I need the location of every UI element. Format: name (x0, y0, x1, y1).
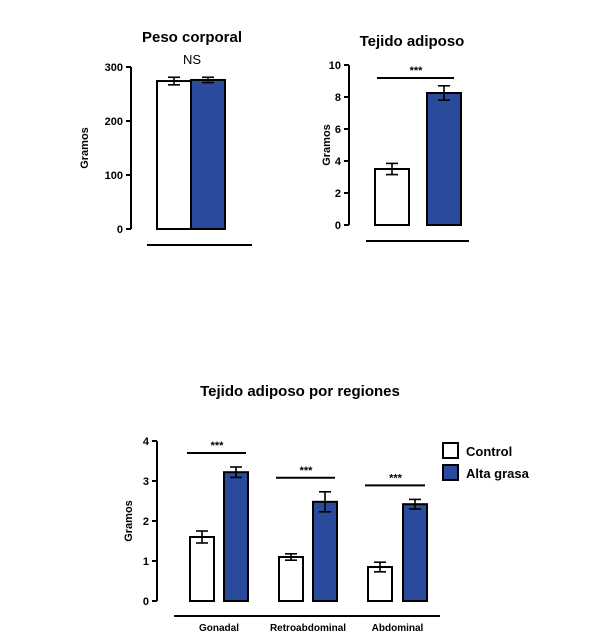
y-tick-label: 2 (143, 516, 149, 528)
y-tick-label: 300 (105, 62, 123, 74)
chart-title: Tejido adiposo por regiones (200, 383, 400, 400)
significance-label: *** (410, 65, 424, 77)
y-tick-label: 1 (143, 556, 149, 568)
y-axis-label: Gramos (123, 500, 135, 542)
bar-high-fat (402, 503, 428, 603)
significance-label: *** (300, 465, 314, 477)
bar-high-fat (223, 471, 249, 603)
significance-label: NS (183, 52, 201, 67)
legend-swatch (442, 464, 459, 481)
legend-label: Alta grasa (466, 466, 530, 481)
legend-swatch (442, 442, 459, 459)
x-category-label: Retroabdominal (270, 623, 346, 634)
y-tick-label: 8 (335, 92, 341, 104)
y-tick-label: 2 (335, 188, 341, 200)
chart-1: Peso corporal Gramos 0 100 200 300 NS (79, 29, 252, 246)
y-tick-label: 100 (105, 170, 123, 182)
y-axis-label: Gramos (321, 124, 333, 166)
y-tick-label: 4 (143, 436, 150, 448)
bar-control (374, 168, 410, 226)
x-category-label: Abdominal (372, 623, 424, 634)
chart-title: Tejido adiposo (360, 33, 465, 50)
bar-high-fat (312, 500, 338, 602)
y-tick-label: 0 (143, 596, 149, 608)
legend-label: Control (466, 444, 512, 459)
significance-label: *** (211, 440, 225, 452)
legend: Control Alta grasa (442, 442, 530, 481)
bar-control (278, 556, 304, 602)
y-tick-label: 4 (335, 156, 342, 168)
x-category-label: Gonadal (199, 623, 239, 634)
chart-2: Tejido adiposo Gramos 0 2 4 6 8 10 *** (321, 33, 469, 242)
y-tick-label: 200 (105, 116, 123, 128)
y-tick-label: 3 (143, 476, 149, 488)
y-tick-label: 0 (335, 220, 341, 232)
bar-control (189, 536, 215, 602)
y-axis-label: Gramos (79, 127, 91, 169)
significance-label: *** (389, 472, 403, 484)
bar-high-fat (426, 92, 462, 226)
y-tick-label: 10 (329, 60, 341, 72)
bar-control (156, 80, 192, 231)
y-tick-label: 6 (335, 124, 341, 136)
chart-3: Tejido adiposo por regiones Gramos 0 1 2 3 4 **… (123, 383, 440, 634)
chart-title: Peso corporal (142, 29, 242, 46)
bar-high-fat (190, 78, 226, 230)
y-tick-label: 0 (117, 224, 123, 236)
